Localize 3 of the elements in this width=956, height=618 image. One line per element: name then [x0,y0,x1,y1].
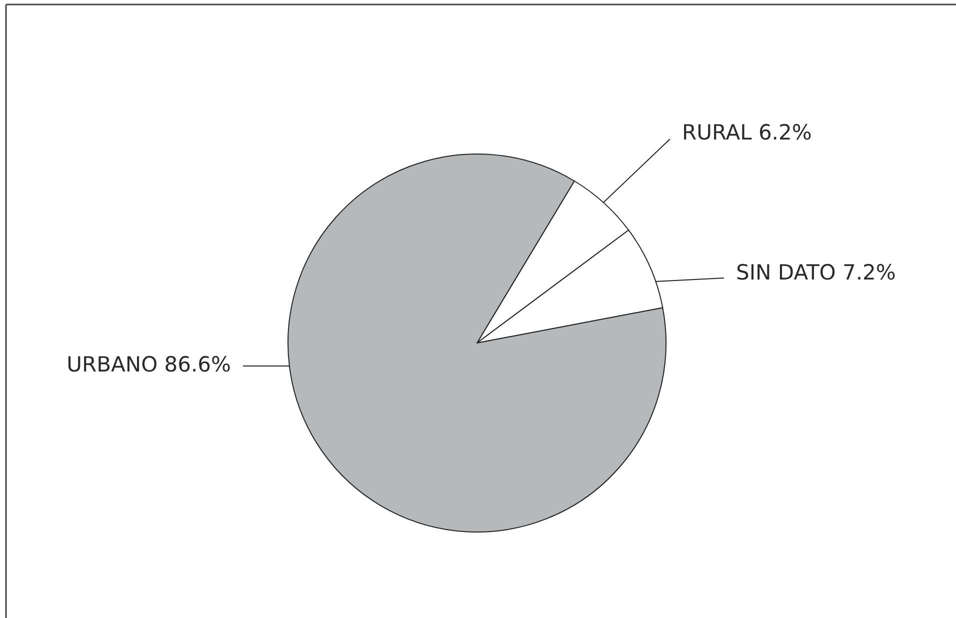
slice-label: SIN DATO 7.2% [736,260,896,285]
slice-label: URBANO 86.6% [66,352,231,377]
slice-label: RURAL 6.2% [682,120,812,145]
